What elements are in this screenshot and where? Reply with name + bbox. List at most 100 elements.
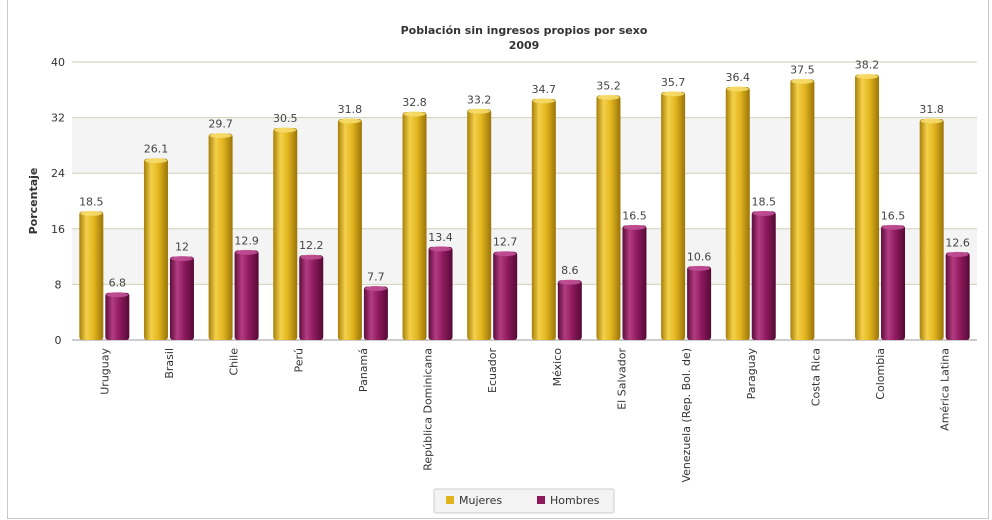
bar-cap [856, 74, 879, 80]
bar-cap [170, 256, 193, 262]
bar-mujeres-6 [467, 109, 492, 340]
data-label: 32.8 [402, 96, 427, 109]
bar-cap [662, 91, 685, 97]
bar-mujeres-8 [596, 95, 621, 340]
bar-cap [429, 246, 452, 252]
bar-cap [106, 292, 129, 298]
x-tick-label: Colombia [874, 348, 887, 400]
data-label: 16.5 [622, 209, 647, 222]
bar-cap [300, 254, 323, 260]
bar-cap [791, 78, 814, 84]
y-tick-label: 0 [55, 334, 62, 347]
bar-hombres-9 [687, 266, 712, 340]
data-label: 12 [175, 241, 189, 254]
data-label: 35.7 [661, 76, 686, 89]
bar-cap [80, 210, 103, 216]
data-label: 13.4 [428, 231, 453, 244]
bar-cap [882, 224, 905, 230]
x-tick-label: Panamá [357, 348, 370, 392]
legend: Mujeres Hombres [433, 488, 615, 514]
y-tick-label: 40 [51, 56, 65, 69]
bar-mujeres-11 [790, 79, 815, 340]
y-tick-label: 8 [55, 278, 62, 291]
x-tick-label: Paraguay [745, 348, 758, 400]
bar-cap [209, 133, 232, 139]
x-tick-label: Chile [228, 348, 241, 376]
bar-mujeres-12 [855, 74, 880, 340]
data-label: 35.2 [596, 79, 621, 92]
bar-hombres-6 [493, 251, 518, 340]
legend-swatch-mujeres [446, 496, 454, 504]
legend-label-hombres: Hombres [550, 494, 600, 507]
bar-hombres-4 [363, 286, 388, 340]
legend-swatch-hombres [537, 496, 545, 504]
bar-hombres-0 [105, 292, 130, 340]
y-tick-label: 32 [51, 112, 65, 125]
bar-cap [946, 251, 969, 257]
bar-cap [274, 127, 297, 133]
bar-hombres-5 [428, 246, 453, 340]
data-label: 12.9 [234, 234, 259, 247]
bar-cap [403, 111, 426, 117]
data-label: 12.7 [493, 236, 518, 249]
data-label: 12.6 [945, 236, 970, 249]
chart-title: Población sin ingresos propios por sexo [401, 24, 648, 37]
bar-cap [597, 94, 620, 100]
bar-mujeres-10 [725, 87, 750, 341]
bar-mujeres-5 [402, 112, 427, 340]
bar-hombres-13 [945, 252, 970, 340]
data-label: 36.4 [726, 71, 751, 84]
bar-cap [338, 118, 361, 124]
bar-cap [494, 251, 517, 257]
data-label: 18.5 [752, 195, 777, 208]
bar-cap [558, 279, 581, 285]
y-axis-label: Porcentaje [27, 168, 40, 235]
data-label: 26.1 [144, 143, 169, 156]
bar-hombres-2 [234, 250, 259, 340]
data-label: 18.5 [79, 195, 104, 208]
x-tick-label: Venezuela (Rep. Bol. de) [680, 348, 693, 483]
data-label: 29.7 [208, 118, 233, 131]
x-tick-label: México [551, 348, 564, 387]
x-tick-label: Perú [292, 348, 305, 373]
bar-hombres-12 [881, 225, 906, 340]
bar-mujeres-9 [661, 91, 686, 340]
bar-mujeres-4 [337, 118, 362, 341]
y-tick-label: 16 [51, 223, 65, 236]
x-tick-label: Brasil [163, 348, 176, 379]
bar-cap [468, 108, 491, 114]
bar-mujeres-2 [208, 133, 233, 340]
bar-cap [920, 118, 943, 124]
bar-cap [623, 224, 646, 230]
bar-mujeres-1 [143, 158, 168, 340]
bar-hombres-8 [622, 225, 647, 340]
bar-mujeres-7 [531, 98, 556, 341]
data-label: 16.5 [881, 209, 906, 222]
data-label: 33.2 [467, 93, 492, 106]
data-label: 7.7 [367, 270, 385, 283]
bar-mujeres-3 [273, 128, 298, 340]
bar-cap [144, 158, 167, 164]
bar-mujeres-13 [919, 118, 944, 341]
data-label: 38.2 [855, 59, 880, 72]
data-label: 37.5 [790, 63, 815, 76]
data-label: 6.8 [109, 277, 127, 290]
chart-subtitle: 2009 [509, 39, 540, 52]
x-tick-label: Costa Rica [809, 348, 822, 406]
legend-label-mujeres: Mujeres [459, 494, 502, 507]
bar-hombres-3 [299, 255, 324, 340]
bar-cap [688, 265, 711, 271]
data-label: 8.6 [561, 264, 579, 277]
bar-mujeres-0 [79, 211, 104, 340]
bar-cap [235, 249, 258, 255]
x-tick-label: Ecuador [486, 348, 499, 393]
x-tick-label: Uruguay [98, 348, 111, 395]
data-label: 34.7 [532, 83, 557, 96]
bar-cap [364, 285, 387, 291]
legend-box [433, 488, 615, 514]
bar-hombres-10 [751, 211, 776, 340]
y-tick-label: 24 [51, 167, 65, 180]
bar-cap [532, 98, 555, 104]
data-label: 10.6 [687, 250, 712, 263]
